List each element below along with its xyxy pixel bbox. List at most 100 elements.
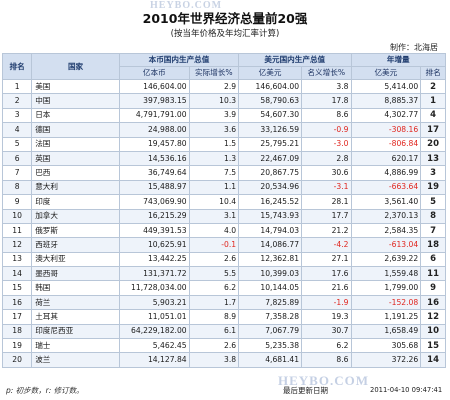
cell-annual-increase: 1,799.00 [350, 280, 422, 296]
cell-local-gdp: 14,536.16 [118, 150, 190, 167]
table-row: 10 加拿大 16,215.29 3.1 15,743.93 17.7 2,370.13 8 [1, 208, 446, 224]
cell-local-gdp: 24,988.00 [118, 122, 190, 138]
cell-nominal-growth: 21.2 [301, 222, 352, 239]
cell-rank-change: 9 [420, 280, 446, 296]
cell-country: 意大利 [31, 179, 120, 196]
cell-country: 美国 [31, 78, 120, 95]
table-row: 3 日本 4,791,791.00 3.9 54,607.30 8.6 4,302.77 4 [1, 107, 446, 124]
cell-local-gdp: 397,983.15 [118, 93, 190, 109]
header-usd-gdp: 亿美元 [238, 66, 303, 80]
cell-rank: 17 [1, 309, 33, 325]
cell-local-gdp: 10,625.91 [118, 237, 190, 253]
cell-rank-change: 15 [420, 338, 446, 354]
cell-rank: 9 [1, 194, 33, 210]
cell-real-growth: 5.5 [188, 266, 240, 282]
cell-usd-gdp: 54,607.30 [238, 107, 303, 124]
header-country: 国家 [31, 53, 120, 80]
cell-real-growth: 2.6 [188, 338, 240, 354]
cell-country: 巴西 [31, 165, 120, 181]
cell-usd-gdp: 15,743.93 [238, 208, 303, 224]
cell-annual-increase: -152.08 [350, 294, 422, 311]
table-row: 4 德国 24,988.00 3.6 33,126.59 -0.9 -308.16 17 [1, 122, 446, 138]
footer-note: p: 初步数，r: 修订数。 [6, 386, 84, 395]
cell-rank-change: 16 [420, 294, 446, 311]
cell-nominal-growth: -3.1 [301, 179, 352, 196]
cell-country: 韩国 [31, 280, 120, 296]
cell-real-growth: 2.9 [188, 78, 240, 95]
cell-local-gdp: 16,215.29 [118, 208, 190, 224]
table-row: 8 意大利 15,488.97 1.1 20,534.96 -3.1 -663.64 19 [1, 179, 446, 196]
cell-real-growth: 4.0 [188, 222, 240, 239]
cell-country: 印度 [31, 194, 120, 210]
cell-real-growth: 8.9 [188, 309, 240, 325]
cell-rank: 12 [1, 237, 33, 253]
header-local-gdp-group: 本币国内生产总值 [118, 53, 240, 67]
cell-rank: 5 [1, 136, 33, 152]
cell-rank: 10 [1, 208, 33, 224]
cell-annual-increase: 8,885.37 [350, 93, 422, 109]
cell-nominal-growth: 17.7 [301, 208, 352, 224]
cell-local-gdp: 4,791,791.00 [118, 107, 190, 124]
cell-real-growth: 2.6 [188, 251, 240, 268]
cell-nominal-growth: 8.6 [301, 352, 352, 368]
cell-annual-increase: 1,191.25 [350, 309, 422, 325]
cell-annual-increase: 305.68 [350, 338, 422, 354]
header-annual-increase-group: 年增量 [350, 53, 446, 67]
footer-updated-value: 2011-04-10 09:47:41 [370, 386, 443, 394]
cell-rank-change: 1 [420, 93, 446, 109]
cell-usd-gdp: 16,245.52 [238, 194, 303, 210]
watermark-top: HEYBO.COM [150, 0, 223, 11]
cell-rank-change: 8 [420, 208, 446, 224]
cell-local-gdp: 131,371.72 [118, 266, 190, 282]
cell-annual-increase: 1,559.48 [350, 266, 422, 282]
cell-nominal-growth: 30.6 [301, 165, 352, 181]
cell-annual-increase: 372.26 [350, 352, 422, 368]
cell-nominal-growth: 17.6 [301, 266, 352, 282]
cell-country: 波兰 [31, 352, 120, 368]
table-row: 13 澳大利亚 13,442.25 2.6 12,362.81 27.1 2,639.22 6 [1, 251, 446, 268]
table-row: 15 韩国 11,728,034.00 6.2 10,144.05 21.6 1,799.0… [1, 280, 446, 296]
cell-nominal-growth: 6.2 [301, 338, 352, 354]
table-row: 16 荷兰 5,903.21 1.7 7,825.89 -1.9 -152.08 16 [1, 294, 446, 311]
table-row: 12 西班牙 10,625.91 -0.1 14,086.77 -4.2 -613.04 18 [1, 237, 446, 253]
cell-country: 西班牙 [31, 237, 120, 253]
cell-usd-gdp: 7,825.89 [238, 294, 303, 311]
cell-local-gdp: 36,749.64 [118, 165, 190, 181]
cell-rank-change: 20 [420, 136, 446, 152]
table-row: 6 英国 14,536.16 1.3 22,467.09 2.8 620.17 13 [1, 150, 446, 167]
cell-country: 荷兰 [31, 294, 120, 311]
cell-usd-gdp: 7,067.79 [238, 323, 303, 340]
cell-nominal-growth: -3.0 [301, 136, 352, 152]
table-row: 7 巴西 36,749.64 7.5 20,867.75 30.6 4,886.99 3 [1, 165, 446, 181]
cell-country: 瑞士 [31, 338, 120, 354]
cell-local-gdp: 11,051.01 [118, 309, 190, 325]
cell-annual-increase: 2,584.35 [350, 222, 422, 239]
cell-nominal-growth: 2.8 [301, 150, 352, 167]
cell-rank-change: 10 [420, 323, 446, 340]
cell-real-growth: 1.5 [188, 136, 240, 152]
header-usd-gdp-group: 美元国内生产总值 [238, 53, 352, 67]
cell-nominal-growth: 21.6 [301, 280, 352, 296]
cell-usd-gdp: 20,534.96 [238, 179, 303, 196]
watermark-bottom: HEYBO.COM [278, 373, 369, 388]
header-annual-increase: 亿美元 [350, 66, 422, 80]
header-rank: 排名 [1, 53, 33, 80]
cell-country: 俄罗斯 [31, 222, 120, 239]
cell-rank: 19 [1, 338, 33, 354]
cell-rank-change: 3 [420, 165, 446, 181]
cell-country: 加拿大 [31, 208, 120, 224]
cell-annual-increase: 2,370.13 [350, 208, 422, 224]
cell-nominal-growth: 30.7 [301, 323, 352, 340]
cell-annual-increase: -308.16 [350, 122, 422, 138]
cell-usd-gdp: 10,399.03 [238, 266, 303, 282]
cell-country: 印度尼西亚 [31, 323, 120, 340]
table-row: 5 法国 19,457.80 1.5 25,795.21 -3.0 -806.84 20 [1, 136, 446, 152]
cell-usd-gdp: 7,358.28 [238, 309, 303, 325]
cell-rank: 1 [1, 78, 33, 95]
cell-usd-gdp: 22,467.09 [238, 150, 303, 167]
table-row: 2 中国 397,983.15 10.3 58,790.63 17.8 8,885.37 1 [1, 93, 446, 109]
cell-usd-gdp: 33,126.59 [238, 122, 303, 138]
maker-credit: 制作：北海居 [390, 43, 438, 52]
cell-usd-gdp: 4,681.41 [238, 352, 303, 368]
header-nominal-growth: 名义增长% [301, 66, 352, 80]
